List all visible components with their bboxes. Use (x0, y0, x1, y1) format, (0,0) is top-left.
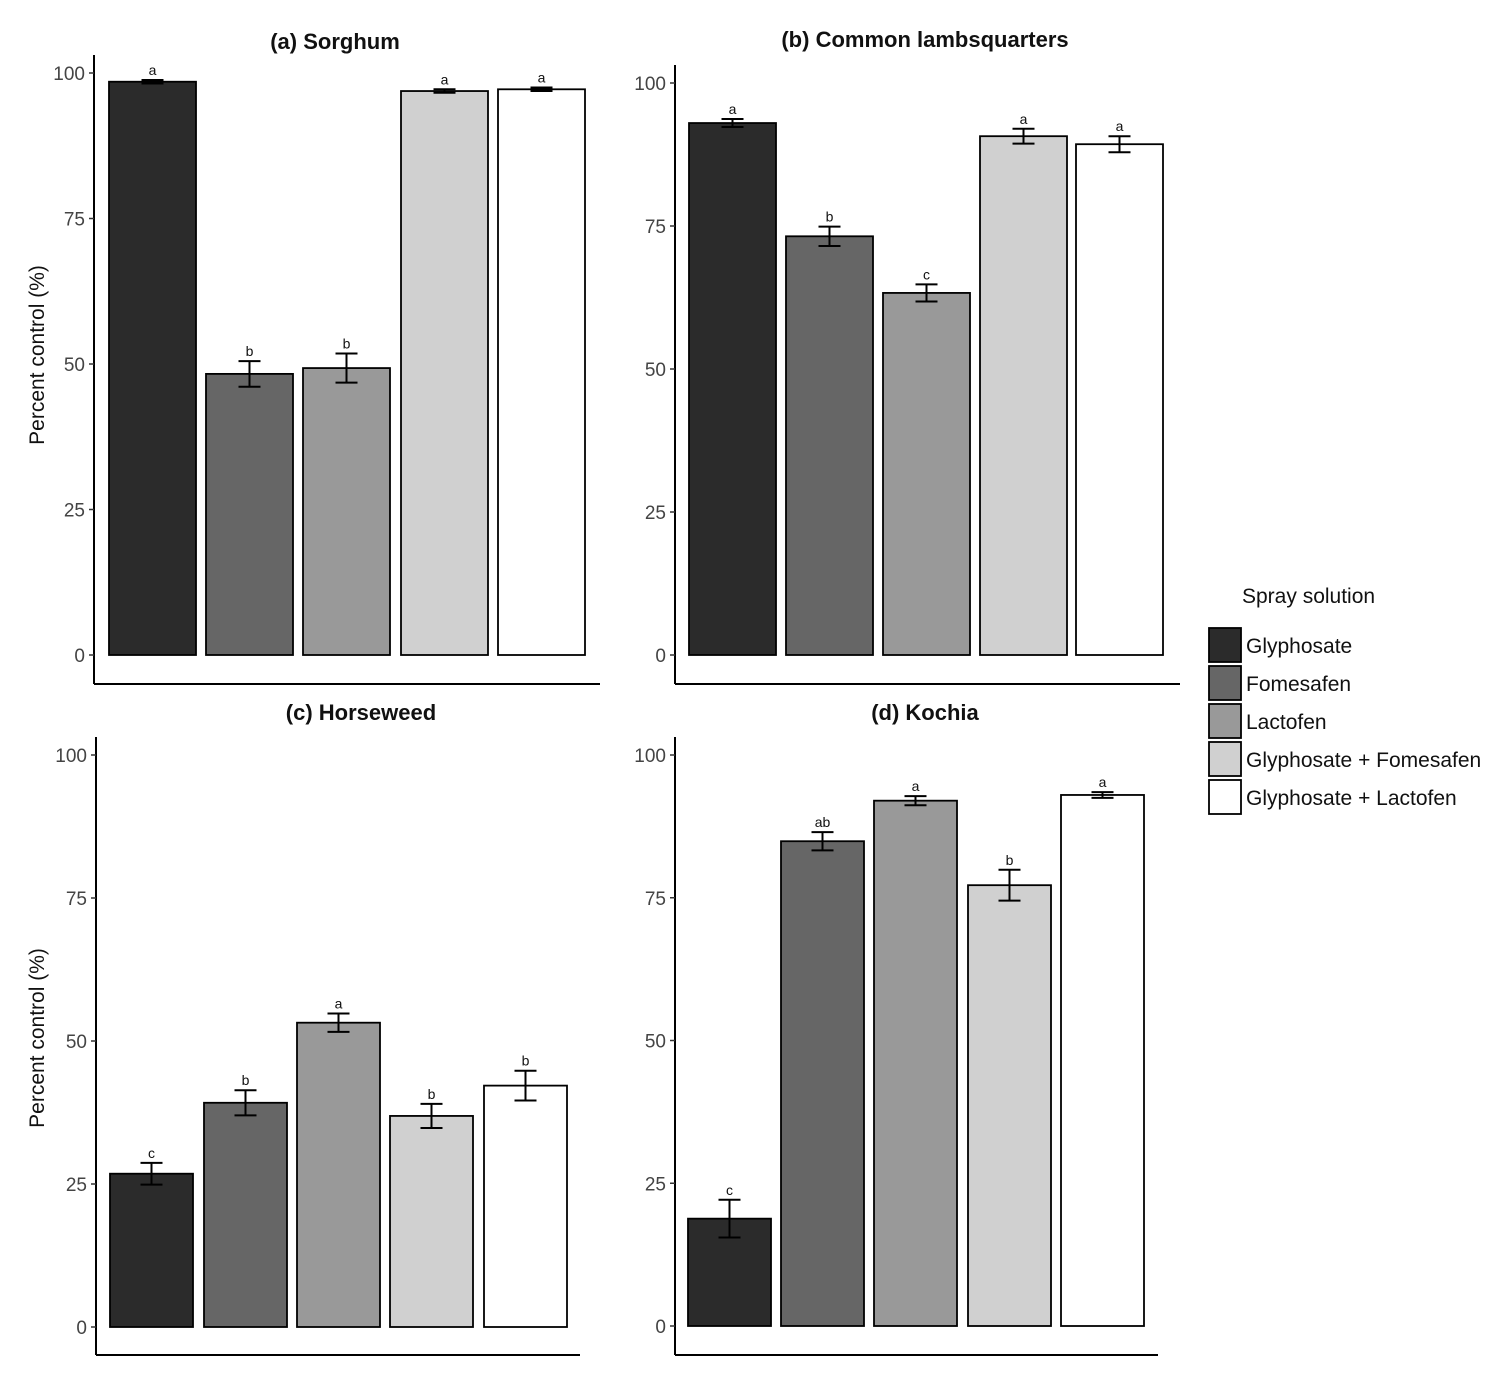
bar-c-3 (296, 1021, 381, 1328)
bar-b-2 (785, 235, 874, 656)
significance-letter: b (242, 1072, 250, 1088)
y-tick-label: 25 (645, 503, 666, 524)
bar-b-5 (1075, 143, 1164, 656)
significance-letter: a (1020, 111, 1028, 127)
y-tick-label: 75 (64, 210, 85, 231)
y-tick-label: 25 (66, 1175, 87, 1196)
legend-item-label: Glyphosate + Lactofen (1246, 787, 1457, 810)
y-tick-label: 100 (634, 746, 666, 767)
y-tick-label: 0 (76, 1318, 87, 1339)
legend-title: Spray solution (1242, 585, 1375, 608)
legend-item-label: Glyphosate + Fomesafen (1246, 749, 1481, 772)
bar-a-3 (302, 367, 391, 656)
significance-letter: b (343, 336, 351, 352)
significance-letter: a (1099, 774, 1107, 790)
significance-letter: c (923, 266, 930, 282)
panel-b: (b) Common lambsquarters 0 25 50 75 100 a b c a a (634, 27, 1180, 685)
y-tick-label: 25 (645, 1174, 666, 1195)
bar-d-4 (967, 884, 1052, 1327)
panel-a: (a) Sorghum 0 25 50 75 100 Percent control (%)… (26, 29, 600, 685)
bar-b-1 (688, 122, 777, 656)
significance-letter: a (1116, 118, 1124, 134)
legend-swatch (1208, 665, 1242, 701)
bar-c-4 (389, 1115, 474, 1328)
significance-letter: a (912, 778, 920, 794)
legend-swatch (1208, 703, 1242, 739)
y-tick-label: 100 (55, 746, 87, 767)
panel-b-title: (b) Common lambsquarters (781, 27, 1068, 52)
significance-letter: b (522, 1053, 530, 1069)
y-tick-label: 0 (655, 646, 666, 667)
significance-letter: ab (815, 814, 831, 830)
y-axis-label: Percent control (%) (26, 265, 49, 445)
bar-a-4 (400, 90, 489, 656)
y-tick-label: 100 (634, 74, 666, 95)
legend-swatch (1208, 627, 1242, 663)
legend-swatch (1208, 779, 1242, 815)
y-tick-label: 0 (655, 1317, 666, 1338)
legend-item-label: Fomesafen (1246, 673, 1351, 696)
y-tick-label: 50 (66, 1032, 87, 1053)
y-tick-label: 100 (53, 64, 85, 85)
panel-a-title: (a) Sorghum (270, 29, 400, 54)
significance-letter: c (726, 1182, 733, 1198)
significance-letter: b (1006, 852, 1014, 868)
significance-letter: a (441, 71, 449, 87)
y-tick-label: 75 (645, 889, 666, 910)
bar-d-2 (780, 840, 865, 1327)
y-tick-label: 75 (66, 889, 87, 910)
panel-c: (c) Horseweed 0 25 50 75 100 Percent control (… (26, 700, 580, 1356)
bar-b-4 (979, 135, 1068, 656)
bar-b-3 (882, 292, 971, 656)
significance-letter: c (148, 1145, 155, 1161)
significance-letter: b (246, 343, 254, 359)
y-tick-label: 50 (645, 1032, 666, 1053)
y-tick-label: 25 (64, 501, 85, 522)
y-tick-label: 50 (64, 355, 85, 376)
significance-letter: b (826, 209, 834, 225)
bar-a-1 (108, 80, 197, 656)
bar-c-2 (203, 1101, 288, 1328)
panel-c-title: (c) Horseweed (286, 700, 436, 725)
legend-swatch (1208, 741, 1242, 777)
legend-item-label: Glyphosate (1246, 635, 1352, 658)
bar-d-5 (1060, 794, 1145, 1327)
significance-letter: a (538, 70, 546, 86)
bar-c-5 (483, 1084, 568, 1328)
bar-a-5 (497, 88, 586, 656)
y-tick-label: 75 (645, 217, 666, 238)
legend: Spray solution Glyphosate Fomesafen Lactofe… (1208, 585, 1481, 815)
bar-d-3 (873, 799, 958, 1327)
panel-d-title: (d) Kochia (871, 700, 979, 725)
significance-letter: b (428, 1086, 436, 1102)
y-tick-label: 0 (74, 646, 85, 667)
y-axis-label: Percent control (%) (26, 948, 49, 1128)
significance-letter: a (149, 62, 157, 78)
significance-letter: a (729, 101, 737, 117)
significance-letter: a (335, 996, 343, 1012)
legend-item-label: Lactofen (1246, 711, 1327, 734)
bar-c-1 (109, 1172, 194, 1328)
y-tick-label: 50 (645, 360, 666, 381)
bar-a-2 (205, 372, 294, 656)
